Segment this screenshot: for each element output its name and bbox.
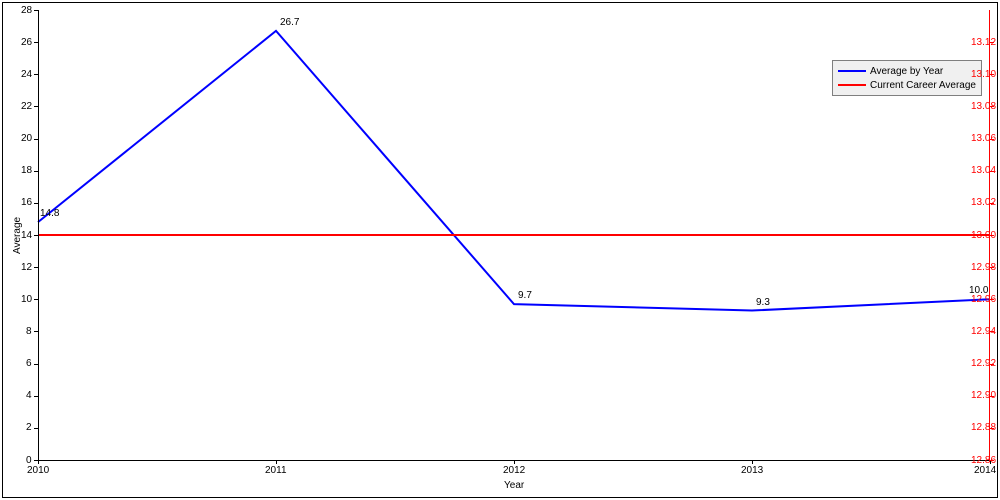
yl-tick-label: 12 bbox=[21, 262, 32, 273]
y-left-axis-line bbox=[38, 10, 39, 460]
legend-swatch bbox=[838, 70, 866, 72]
yl-tick bbox=[34, 460, 38, 461]
yl-tick-label: 18 bbox=[21, 165, 32, 176]
yl-tick bbox=[34, 396, 38, 397]
yl-tick-label: 20 bbox=[21, 133, 32, 144]
yl-tick bbox=[34, 10, 38, 11]
x-tick-label: 2013 bbox=[741, 465, 763, 476]
yr-tick-label: 13.00 bbox=[971, 230, 996, 241]
x-tick-label: 2014 bbox=[974, 465, 996, 476]
yl-tick-label: 24 bbox=[21, 69, 32, 80]
legend-item: Average by Year bbox=[838, 64, 976, 78]
yl-tick bbox=[34, 267, 38, 268]
yl-tick bbox=[34, 299, 38, 300]
yl-tick bbox=[34, 139, 38, 140]
data-label: 14.8 bbox=[40, 208, 59, 219]
data-label: 9.7 bbox=[518, 290, 532, 301]
yl-tick-label: 16 bbox=[21, 197, 32, 208]
yl-tick-label: 0 bbox=[26, 455, 32, 466]
yr-tick-label: 12.92 bbox=[971, 358, 996, 369]
y-axis-title: Average bbox=[12, 216, 23, 253]
yr-tick-label: 13.04 bbox=[971, 165, 996, 176]
yl-tick bbox=[34, 74, 38, 75]
yr-tick-label: 13.06 bbox=[971, 133, 996, 144]
legend-label: Average by Year bbox=[870, 66, 943, 77]
yl-tick bbox=[34, 42, 38, 43]
yr-tick-label: 12.88 bbox=[971, 422, 996, 433]
data-label: 10.0 bbox=[969, 285, 988, 296]
yl-tick-label: 26 bbox=[21, 37, 32, 48]
yl-tick bbox=[34, 203, 38, 204]
legend-label: Current Career Average bbox=[870, 80, 976, 91]
data-label: 9.3 bbox=[756, 297, 770, 308]
yl-tick-label: 6 bbox=[26, 358, 32, 369]
yl-tick bbox=[34, 106, 38, 107]
yl-tick-label: 10 bbox=[21, 294, 32, 305]
yl-tick-label: 28 bbox=[21, 5, 32, 16]
x-tick-label: 2010 bbox=[27, 465, 49, 476]
chart-container: Average by YearCurrent Career Average 20… bbox=[0, 0, 1000, 500]
legend-item: Current Career Average bbox=[838, 78, 976, 92]
yr-tick-label: 13.10 bbox=[971, 69, 996, 80]
yl-tick bbox=[34, 331, 38, 332]
yr-tick-label: 12.90 bbox=[971, 390, 996, 401]
yl-tick bbox=[34, 235, 38, 236]
yr-tick-label: 12.94 bbox=[971, 326, 996, 337]
x-tick bbox=[38, 460, 39, 464]
legend: Average by Year Current Career Average bbox=[832, 60, 982, 96]
yr-tick-label: 12.98 bbox=[971, 262, 996, 273]
x-axis-title: Year bbox=[504, 480, 524, 491]
yl-tick-label: 4 bbox=[26, 390, 32, 401]
data-label: 26.7 bbox=[280, 17, 299, 28]
yr-tick-label: 12.86 bbox=[971, 455, 996, 466]
yl-tick-label: 8 bbox=[26, 326, 32, 337]
legend-swatch bbox=[838, 84, 866, 86]
x-tick-label: 2012 bbox=[503, 465, 525, 476]
yl-tick-label: 22 bbox=[21, 101, 32, 112]
x-tick-label: 2011 bbox=[265, 465, 287, 476]
x-tick bbox=[752, 460, 753, 464]
yr-tick-label: 13.02 bbox=[971, 197, 996, 208]
yl-tick bbox=[34, 364, 38, 365]
yl-tick bbox=[34, 171, 38, 172]
yr-tick-label: 13.12 bbox=[971, 37, 996, 48]
yl-tick bbox=[34, 428, 38, 429]
yr-tick-label: 13.08 bbox=[971, 101, 996, 112]
x-tick bbox=[276, 460, 277, 464]
yl-tick-label: 2 bbox=[26, 422, 32, 433]
x-tick bbox=[514, 460, 515, 464]
